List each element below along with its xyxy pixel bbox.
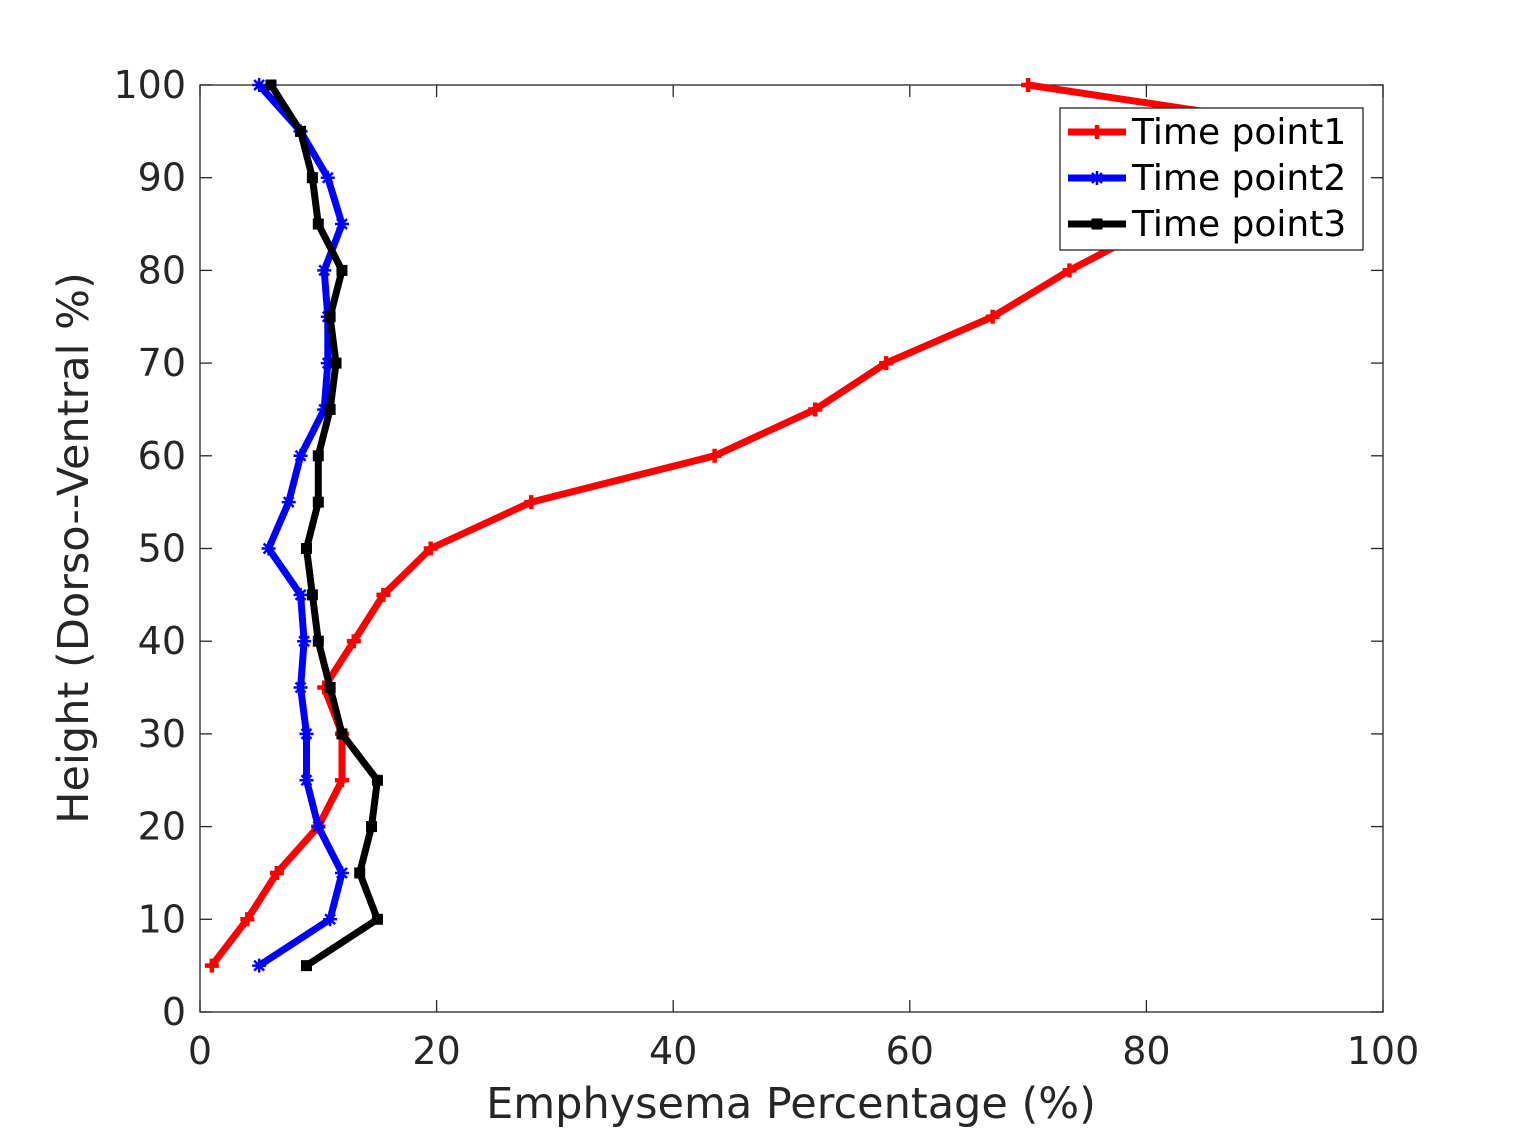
- legend-marker: [1091, 218, 1103, 230]
- legend-marker: [1090, 171, 1104, 185]
- data-point: [204, 958, 219, 973]
- y-tick-label: 0: [162, 990, 186, 1034]
- data-point: [334, 217, 349, 232]
- data-point: [300, 543, 312, 554]
- data-point: [366, 821, 378, 833]
- data-point: [707, 448, 722, 463]
- legend-label: Time point2: [1131, 158, 1346, 199]
- data-point: [293, 587, 308, 602]
- data-point: [354, 867, 366, 879]
- data-point: [320, 356, 335, 371]
- data-point: [297, 634, 312, 649]
- x-tick-label: 20: [412, 1029, 460, 1073]
- data-point: [330, 357, 342, 369]
- y-tick-label: 70: [138, 341, 186, 385]
- data-point: [300, 960, 312, 972]
- data-point: [371, 913, 383, 925]
- data-point: [334, 773, 349, 788]
- y-tick-label: 40: [138, 619, 186, 663]
- data-point: [985, 309, 1000, 324]
- series-2: [252, 78, 349, 973]
- data-point: [346, 634, 361, 649]
- data-point: [334, 865, 349, 880]
- data-point: [320, 170, 335, 185]
- y-tick-label: 60: [138, 434, 186, 478]
- y-tick-label: 10: [138, 897, 186, 941]
- legend-marker: [1090, 125, 1104, 139]
- y-tick-label: 20: [138, 805, 186, 849]
- data-point: [317, 263, 332, 278]
- data-point: [371, 774, 383, 786]
- data-point: [295, 125, 307, 137]
- data-point: [261, 541, 276, 556]
- data-point: [312, 450, 324, 462]
- data-point: [306, 172, 318, 184]
- axes-layer: 0 20 40 60 80 100 0 10 20 30 40 50 60 70 80 90 100: [113, 63, 1419, 1073]
- x-tick-label: 0: [188, 1029, 212, 1073]
- y-tick-label: 80: [138, 248, 186, 292]
- data-point: [1021, 78, 1036, 92]
- data-point: [299, 726, 314, 741]
- data-point: [240, 912, 255, 927]
- data-point: [324, 311, 336, 323]
- data-point: [324, 682, 336, 694]
- data-point: [324, 403, 336, 415]
- data-point: [808, 402, 823, 417]
- data-point: [312, 635, 324, 647]
- data-point: [1062, 263, 1077, 278]
- x-tick-label: 100: [1347, 1029, 1420, 1073]
- data-point: [312, 218, 324, 230]
- data-point: [252, 78, 267, 92]
- x-axis-title: Emphysema Percentage (%): [486, 1079, 1096, 1129]
- data-point: [879, 356, 894, 371]
- x-tick-label: 40: [649, 1029, 697, 1073]
- y-tick-label: 100: [113, 63, 186, 107]
- x-tick-label: 60: [886, 1029, 934, 1073]
- x-tick-label: 80: [1122, 1029, 1170, 1073]
- legend-label: Time point3: [1131, 204, 1346, 245]
- legend: Time point1 Time point2 Time point3: [1059, 107, 1364, 251]
- data-point: [376, 587, 391, 602]
- data-point: [281, 495, 296, 510]
- y-tick-label: 30: [138, 712, 186, 756]
- y-tick-label: 50: [138, 527, 186, 571]
- data-point: [293, 680, 308, 695]
- data-point: [423, 541, 438, 556]
- data-point: [323, 912, 338, 927]
- data-point: [312, 496, 324, 508]
- series-3: [265, 79, 383, 972]
- data-point: [269, 865, 284, 880]
- data-point: [336, 264, 348, 276]
- series-line: [267, 81, 381, 970]
- data-point: [293, 448, 308, 463]
- data-point: [317, 402, 332, 417]
- data-point: [336, 728, 348, 740]
- data-point: [311, 819, 326, 834]
- data-point: [306, 589, 318, 601]
- data-point: [524, 495, 539, 510]
- data-point: [299, 773, 314, 788]
- series-line: [255, 81, 346, 970]
- y-tick-label: 90: [138, 156, 186, 200]
- y-axis-title: Height (Dorso--Ventral %): [49, 272, 99, 824]
- data-point: [252, 958, 267, 973]
- data-point: [265, 79, 277, 91]
- legend-label: Time point1: [1131, 112, 1346, 153]
